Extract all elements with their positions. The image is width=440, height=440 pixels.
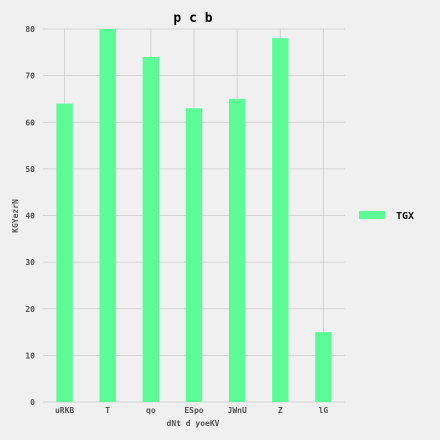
y-tick-labels: 0 10 20 30 40 50 60 70 80: [25, 25, 35, 407]
y-tick-label: 30: [25, 258, 35, 267]
y-tick-label: 20: [25, 305, 35, 314]
x-tick-label: uRKB: [55, 406, 74, 415]
bars: [56, 29, 332, 402]
x-tick-label: T: [105, 406, 110, 415]
bar-ESpo: [185, 108, 203, 402]
bar-uRKB: [56, 103, 73, 402]
y-tick-label: 0: [30, 398, 35, 407]
y-tick-label: 70: [25, 72, 35, 81]
bar-Z: [272, 38, 289, 402]
x-tick-label: Z: [278, 406, 283, 415]
bar-lG: [315, 332, 332, 402]
x-tick-label: lG: [319, 406, 329, 415]
y-axis-label: KGYezrN: [11, 199, 20, 233]
chart-title: p c b: [173, 11, 212, 26]
legend: TGX: [359, 211, 414, 222]
bar-qo: [142, 56, 160, 402]
y-tick-label: 40: [25, 212, 35, 221]
y-tick-label: 60: [25, 118, 35, 127]
y-tick-label: 50: [25, 165, 35, 174]
x-tick-label: ESpo: [184, 406, 203, 415]
y-tick-label: 10: [25, 351, 35, 360]
y-tick-label: 80: [25, 25, 35, 34]
x-axis-label: dNt d yoeKV: [167, 419, 220, 428]
x-tick-label: qo: [146, 406, 156, 415]
x-tick-label: JWnU: [228, 406, 247, 415]
bar-JWnU: [228, 98, 246, 402]
legend-swatch: [359, 211, 385, 219]
bar-T: [99, 29, 116, 402]
legend-label: TGX: [396, 211, 414, 222]
